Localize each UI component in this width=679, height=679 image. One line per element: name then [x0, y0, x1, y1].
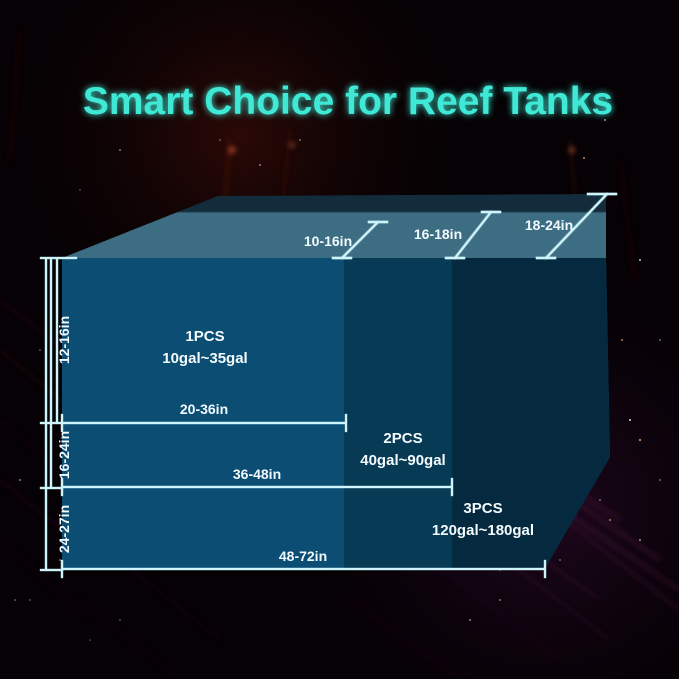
svg-text:12-16in: 12-16in [56, 316, 72, 364]
svg-text:40gal~90gal: 40gal~90gal [360, 452, 445, 469]
svg-text:3PCS: 3PCS [463, 500, 502, 517]
svg-text:120gal~180gal: 120gal~180gal [432, 522, 534, 539]
svg-text:48-72in: 48-72in [279, 548, 327, 564]
svg-text:16-18in: 16-18in [414, 226, 462, 242]
svg-text:18-24in: 18-24in [525, 217, 573, 233]
svg-text:36-48in: 36-48in [233, 466, 281, 482]
svg-text:16-24in: 16-24in [56, 431, 72, 479]
svg-text:20-36in: 20-36in [180, 401, 228, 417]
svg-text:2PCS: 2PCS [383, 430, 422, 447]
svg-text:10-16in: 10-16in [304, 233, 352, 249]
svg-text:10gal~35gal: 10gal~35gal [162, 350, 247, 367]
svg-text:1PCS: 1PCS [185, 328, 224, 345]
svg-text:24-27in: 24-27in [56, 505, 72, 553]
svg-text:Smart Choice for Reef Tanks: Smart Choice for Reef Tanks [83, 80, 613, 123]
